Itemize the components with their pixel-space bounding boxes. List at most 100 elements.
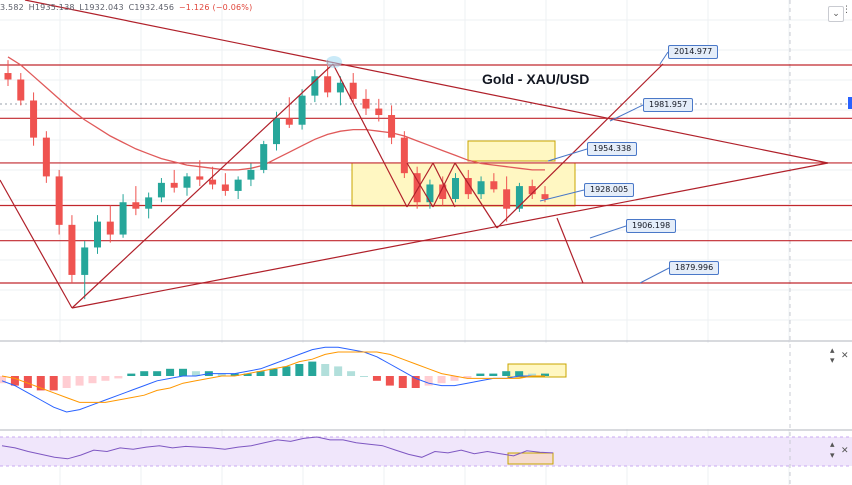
lower-wedge-line[interactable] bbox=[71, 162, 829, 309]
pane-close-icon[interactable]: ✕ bbox=[841, 351, 849, 361]
macd-histogram-bar bbox=[398, 376, 407, 388]
macd-histogram-bar bbox=[347, 371, 356, 376]
candle-body bbox=[132, 202, 140, 209]
left-v-line-down[interactable] bbox=[0, 179, 73, 309]
candle-body bbox=[503, 189, 511, 209]
candle-body bbox=[541, 194, 549, 200]
macd-histogram-bar bbox=[437, 376, 446, 384]
ohlc-high: H1935.138 bbox=[28, 3, 75, 12]
rsi-pane-up-icon[interactable]: ▴ bbox=[830, 440, 835, 450]
collapse-icon[interactable]: ⌄ bbox=[828, 6, 844, 22]
macd-histogram-bar bbox=[191, 371, 200, 376]
left-v-line-up[interactable] bbox=[71, 63, 334, 309]
candle-body bbox=[528, 186, 536, 195]
candle-body bbox=[298, 95, 306, 125]
projection-drop-line[interactable] bbox=[556, 217, 584, 284]
candle-body bbox=[439, 184, 447, 200]
callout-line bbox=[639, 267, 670, 284]
candle-body bbox=[426, 184, 434, 203]
macd-indicator bbox=[0, 346, 549, 413]
candle-body bbox=[247, 169, 255, 180]
peak-descent-line[interactable] bbox=[332, 63, 408, 208]
macd-histogram-bar bbox=[463, 376, 472, 379]
candle-body bbox=[30, 100, 38, 138]
macd-histogram-bar bbox=[541, 373, 549, 376]
candle-body bbox=[311, 76, 319, 96]
candle-body bbox=[68, 224, 76, 275]
macd-histogram-bar bbox=[243, 373, 252, 376]
macd-histogram-bar bbox=[230, 373, 239, 376]
macd-histogram-bar bbox=[489, 373, 498, 376]
candle-body bbox=[55, 176, 63, 225]
rsi-highlight-box[interactable] bbox=[507, 452, 554, 465]
candle-body bbox=[349, 82, 357, 99]
macd-histogram-bar bbox=[127, 373, 136, 376]
ohlc-change: −1.126 (−0.06%) bbox=[178, 3, 253, 12]
zigzag-4[interactable] bbox=[432, 162, 456, 208]
price-level-label[interactable]: 1954.338 bbox=[587, 142, 638, 156]
candle-body bbox=[452, 178, 459, 200]
candle-body bbox=[413, 173, 421, 203]
macd-histogram-bar bbox=[476, 373, 485, 376]
macd-signal-line bbox=[1, 351, 545, 403]
projection-down-line[interactable] bbox=[454, 162, 498, 229]
macd-line bbox=[1, 346, 545, 413]
macd-histogram-bar bbox=[308, 361, 317, 376]
macd-histogram-bar bbox=[23, 376, 32, 388]
candle-body bbox=[183, 176, 191, 188]
candle-body bbox=[477, 181, 485, 195]
candle-body bbox=[119, 202, 127, 235]
ohlc-readout: 3.582 H1935.138 L1932.043 C1932.456 −1.1… bbox=[0, 3, 254, 12]
projection-up-line[interactable] bbox=[496, 63, 664, 229]
rsi-band bbox=[0, 437, 852, 466]
price-level-label[interactable]: 1906.198 bbox=[626, 219, 677, 233]
moving-average-line bbox=[7, 56, 545, 171]
ma-line bbox=[7, 56, 545, 171]
macd-histogram-bar bbox=[385, 376, 394, 386]
upper-wedge-line[interactable] bbox=[24, 0, 829, 164]
candle-body bbox=[464, 178, 472, 195]
macd-histogram-bar bbox=[450, 376, 459, 381]
macd-histogram-bar bbox=[114, 376, 123, 379]
macd-histogram-bar bbox=[153, 371, 162, 376]
macd-histogram-bar bbox=[140, 371, 149, 376]
menu-icon[interactable]: ⋮ bbox=[842, 5, 851, 15]
rsi-line bbox=[1, 436, 554, 460]
zigzag-2[interactable] bbox=[406, 162, 434, 208]
price-level-label[interactable]: 1981.957 bbox=[643, 98, 694, 112]
callout-line bbox=[659, 51, 669, 65]
macd-histogram-bar bbox=[101, 376, 110, 381]
macd-histogram-bar bbox=[36, 376, 45, 391]
price-level-label[interactable]: 1928.005 bbox=[584, 183, 635, 197]
peak-highlight bbox=[326, 56, 342, 68]
ohlc-close: C1932.456 bbox=[128, 3, 175, 12]
callout-line bbox=[547, 148, 588, 162]
target-box[interactable] bbox=[467, 140, 556, 162]
macd-histogram-bar bbox=[295, 364, 304, 376]
candle-body bbox=[170, 182, 178, 188]
candle-body bbox=[81, 247, 89, 275]
candle-body bbox=[17, 79, 25, 101]
rsi-pane-down-icon[interactable]: ▾ bbox=[830, 451, 835, 461]
price-level-label[interactable]: 2014.977 bbox=[668, 45, 719, 59]
ohlc-low: L1932.043 bbox=[79, 3, 124, 12]
candle-body bbox=[4, 73, 12, 80]
rsi-pane-close-icon[interactable]: ✕ bbox=[841, 446, 849, 456]
trend-drawings bbox=[0, 0, 829, 309]
price-level-label[interactable]: 1879.996 bbox=[669, 261, 720, 275]
pane-up-icon[interactable]: ▴ bbox=[830, 346, 835, 356]
candle-body bbox=[273, 118, 280, 145]
macd-histogram-bar bbox=[62, 376, 71, 388]
macd-histogram-bar bbox=[334, 366, 343, 376]
price-marker-tab[interactable] bbox=[848, 97, 852, 109]
candle-body bbox=[336, 82, 344, 93]
candle-body bbox=[157, 182, 165, 198]
macd-histogram-bar bbox=[256, 371, 265, 376]
candle-body bbox=[324, 76, 332, 93]
pane-down-icon[interactable]: ▾ bbox=[830, 356, 835, 366]
chart-title: Gold - XAU/USD bbox=[482, 71, 590, 87]
macd-histogram-bar bbox=[321, 364, 330, 376]
